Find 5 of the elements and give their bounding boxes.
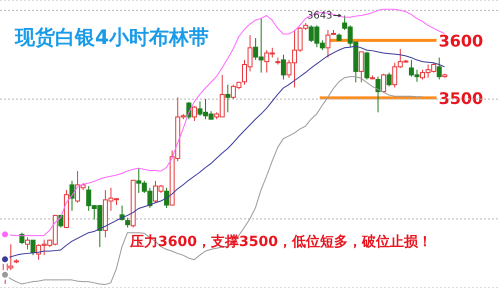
annotation: 3643	[306, 10, 332, 22]
annotation: 压力3600，支撑3500，低位短多，破位止损！	[130, 233, 432, 251]
text: 现货白银4小时布林带	[15, 24, 209, 51]
ref-line-label: 3500	[438, 88, 484, 108]
ref-line-label: 3600	[438, 31, 484, 50]
